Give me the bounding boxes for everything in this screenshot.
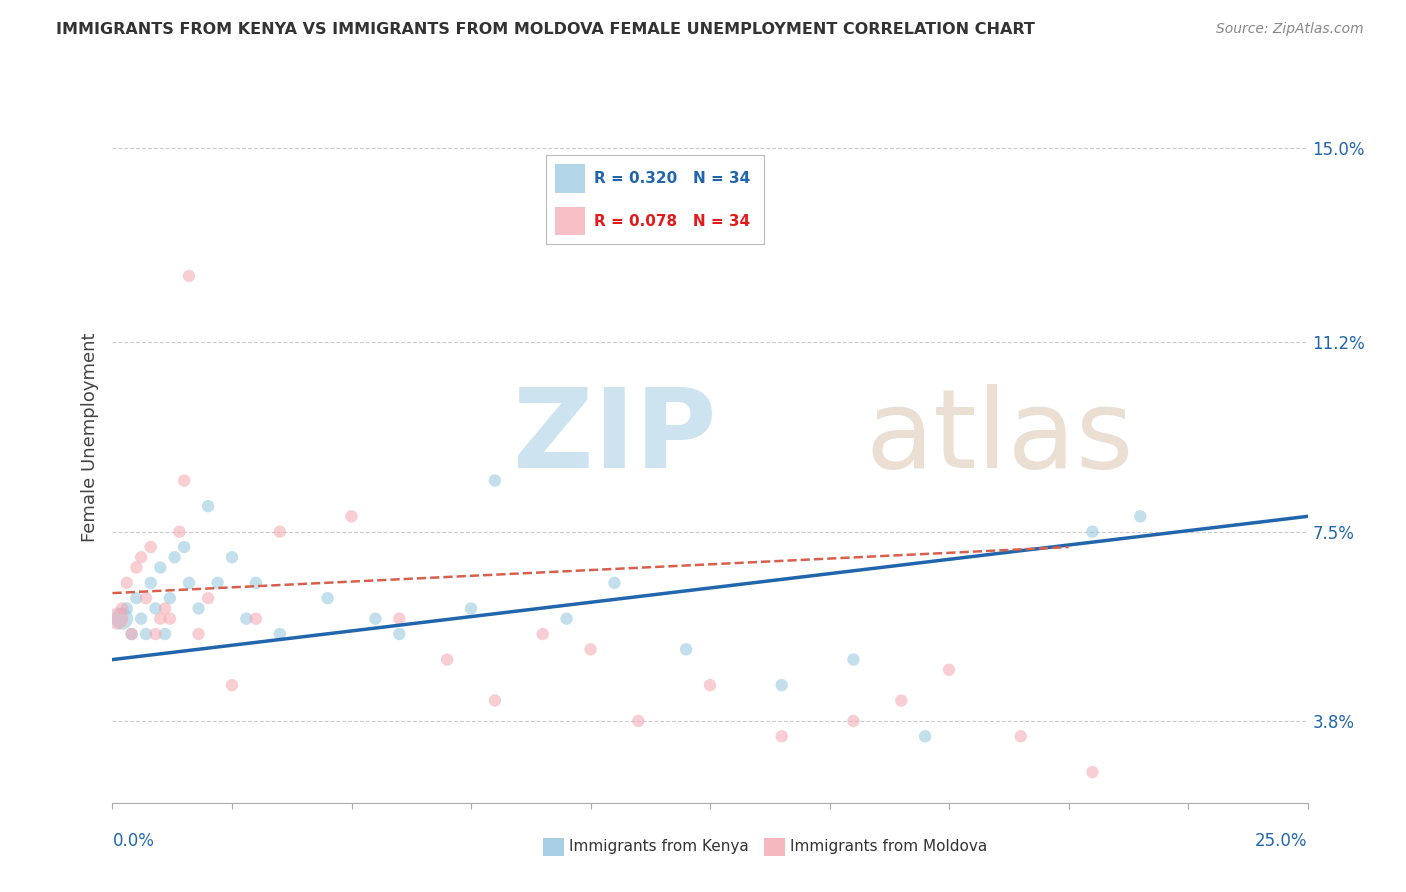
Point: [938, 663, 960, 677]
Point: [163, 550, 186, 565]
Text: Immigrants from Kenya: Immigrants from Kenya: [569, 839, 749, 855]
Point: [187, 601, 209, 615]
Text: R = 0.320   N = 34: R = 0.320 N = 34: [595, 171, 751, 186]
Bar: [763, 838, 786, 855]
Point: [269, 524, 291, 539]
Point: [111, 612, 134, 626]
Point: [169, 524, 191, 539]
Point: [245, 612, 267, 626]
Text: 25.0%: 25.0%: [1256, 832, 1308, 850]
Point: [173, 474, 195, 488]
Point: [121, 627, 143, 641]
Point: [135, 591, 157, 606]
Point: [159, 591, 181, 606]
Text: R = 0.078   N = 34: R = 0.078 N = 34: [595, 214, 751, 228]
Point: [145, 601, 167, 615]
Point: [115, 601, 138, 615]
Point: [197, 499, 219, 513]
Point: [111, 601, 134, 615]
Point: [1129, 509, 1152, 524]
Point: [125, 560, 148, 574]
Point: [197, 591, 219, 606]
Point: [135, 627, 157, 641]
Point: [159, 612, 181, 626]
Point: [153, 627, 176, 641]
Point: [627, 714, 650, 728]
Point: [173, 540, 195, 554]
Point: [245, 575, 267, 590]
Text: Immigrants from Moldova: Immigrants from Moldova: [790, 839, 987, 855]
Point: [115, 575, 138, 590]
Y-axis label: Female Unemployment: Female Unemployment: [80, 333, 98, 541]
Point: [129, 550, 152, 565]
Point: [149, 560, 172, 574]
Point: [388, 612, 411, 626]
Point: [1081, 765, 1104, 780]
Point: [139, 575, 162, 590]
Point: [484, 693, 506, 707]
Point: [770, 729, 793, 743]
Point: [177, 268, 200, 283]
Point: [388, 627, 411, 641]
Text: Source: ZipAtlas.com: Source: ZipAtlas.com: [1216, 22, 1364, 37]
Point: [149, 612, 172, 626]
Point: [221, 678, 243, 692]
Point: [603, 575, 626, 590]
Point: [145, 627, 167, 641]
Point: [177, 575, 200, 590]
Point: [269, 627, 291, 641]
Point: [235, 612, 257, 626]
Point: [579, 642, 602, 657]
Point: [675, 642, 697, 657]
Point: [316, 591, 339, 606]
Point: [842, 652, 865, 666]
Text: IMMIGRANTS FROM KENYA VS IMMIGRANTS FROM MOLDOVA FEMALE UNEMPLOYMENT CORRELATION: IMMIGRANTS FROM KENYA VS IMMIGRANTS FROM…: [56, 22, 1035, 37]
Bar: [555, 164, 585, 193]
Point: [129, 612, 152, 626]
Point: [531, 627, 554, 641]
Point: [842, 714, 865, 728]
Point: [139, 540, 162, 554]
Point: [207, 575, 229, 590]
Point: [914, 729, 936, 743]
Point: [105, 612, 128, 626]
Point: [436, 652, 458, 666]
Point: [1010, 729, 1032, 743]
Text: atlas: atlas: [866, 384, 1133, 491]
Point: [364, 612, 387, 626]
Text: 0.0%: 0.0%: [112, 832, 155, 850]
Point: [699, 678, 721, 692]
Point: [460, 601, 482, 615]
Point: [153, 601, 176, 615]
Point: [125, 591, 148, 606]
Point: [555, 612, 578, 626]
Point: [770, 678, 793, 692]
Bar: [543, 838, 564, 855]
Point: [340, 509, 363, 524]
Bar: [555, 207, 585, 235]
Point: [121, 627, 143, 641]
Point: [484, 474, 506, 488]
Point: [890, 693, 912, 707]
Point: [187, 627, 209, 641]
Point: [221, 550, 243, 565]
Text: ZIP: ZIP: [513, 384, 716, 491]
Point: [1081, 524, 1104, 539]
